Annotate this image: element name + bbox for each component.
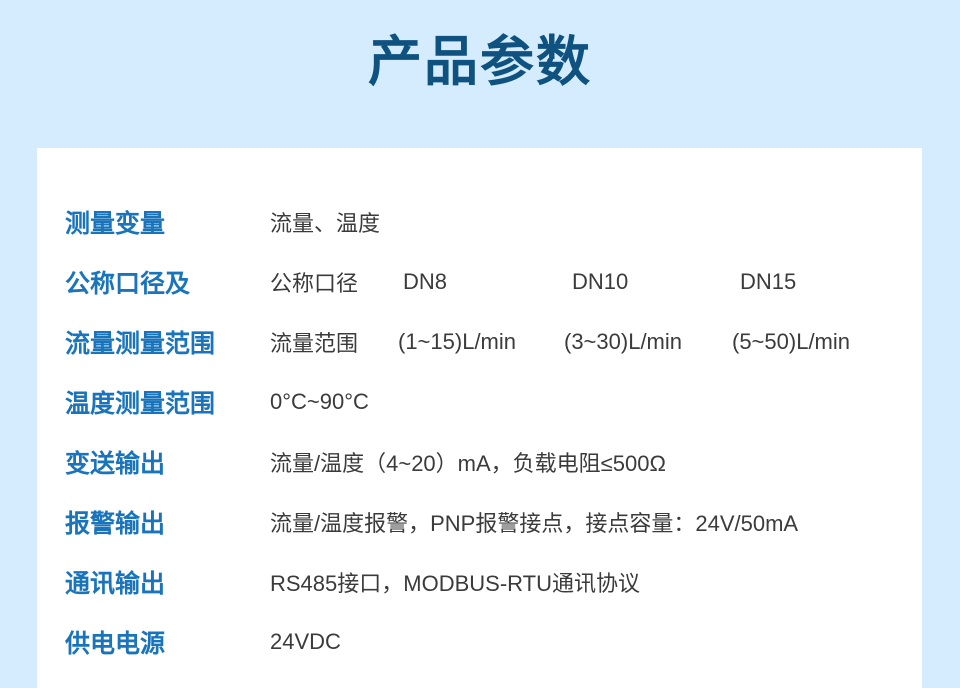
spec-card: 测量变量 流量、温度公称口径及 公称口径 DN8 DN10 DN15 流量测量范围 流量范围 (… [37, 148, 922, 688]
spec-row: 温度测量范围 0°C~90°C [37, 372, 922, 432]
spec-row-label: 变送输出 [65, 450, 166, 478]
spec-cell: DN8 [403, 269, 448, 294]
spec-cell: 流量范围 [270, 331, 359, 356]
spec-row-label: 测量变量 [65, 210, 166, 238]
spec-row-value: 流量/温度（4~20）mA，负载电阻≤500Ω [270, 451, 666, 476]
spec-row-label: 公称口径及 [65, 270, 191, 298]
spec-row: 公称口径及 公称口径 DN8 DN10 DN15 [37, 252, 922, 312]
spec-table: 测量变量 流量、温度公称口径及 公称口径 DN8 DN10 DN15 流量测量范围 流量范围 (… [37, 148, 922, 672]
spec-row-value: 流量、温度 [270, 211, 381, 236]
spec-cell: DN15 [740, 269, 797, 294]
spec-row-value: 0°C~90°C [270, 389, 369, 414]
spec-row: 测量变量 流量、温度 [37, 192, 922, 252]
spec-row-value: RS485接口，MODBUS-RTU通讯协议 [270, 571, 640, 596]
spec-row-value: 流量/温度报警，PNP报警接点，接点容量：24V/50mA [270, 511, 799, 536]
spec-cell: 公称口径 [270, 271, 359, 296]
spec-row-value: 24VDC [270, 629, 341, 654]
spec-row: 流量测量范围 流量范围 (1~15)L/min (3~30)L/min (5~50)L/… [37, 312, 922, 372]
spec-row: 变送输出 流量/温度（4~20）mA，负载电阻≤500Ω [37, 432, 922, 492]
spec-row: 供电电源 24VDC [37, 612, 922, 672]
page-title: 产品参数 [368, 32, 592, 92]
spec-cell: DN10 [572, 269, 629, 294]
spec-row-label: 温度测量范围 [65, 390, 216, 418]
product-spec-page: 产品参数 测量变量 流量、温度公称口径及 公称口径 DN8 DN10 DN15 流量测量范围… [37, 32, 922, 688]
spec-row-columns: 公称口径 DN8 DN10 DN15 [270, 252, 920, 312]
spec-cell: (3~30)L/min [564, 329, 683, 354]
spec-row-label: 报警输出 [65, 510, 166, 538]
spec-cell: (5~50)L/min [732, 329, 851, 354]
spec-row: 通讯输出 RS485接口，MODBUS-RTU通讯协议 [37, 552, 922, 612]
spec-row: 报警输出 流量/温度报警，PNP报警接点，接点容量：24V/50mA [37, 492, 922, 552]
spec-row-label: 供电电源 [65, 630, 166, 658]
spec-row-label: 通讯输出 [65, 570, 166, 598]
spec-cell: (1~15)L/min [398, 329, 517, 354]
spec-row-label: 流量测量范围 [65, 330, 216, 358]
spec-row-columns: 流量范围 (1~15)L/min (3~30)L/min (5~50)L/min [270, 312, 920, 372]
